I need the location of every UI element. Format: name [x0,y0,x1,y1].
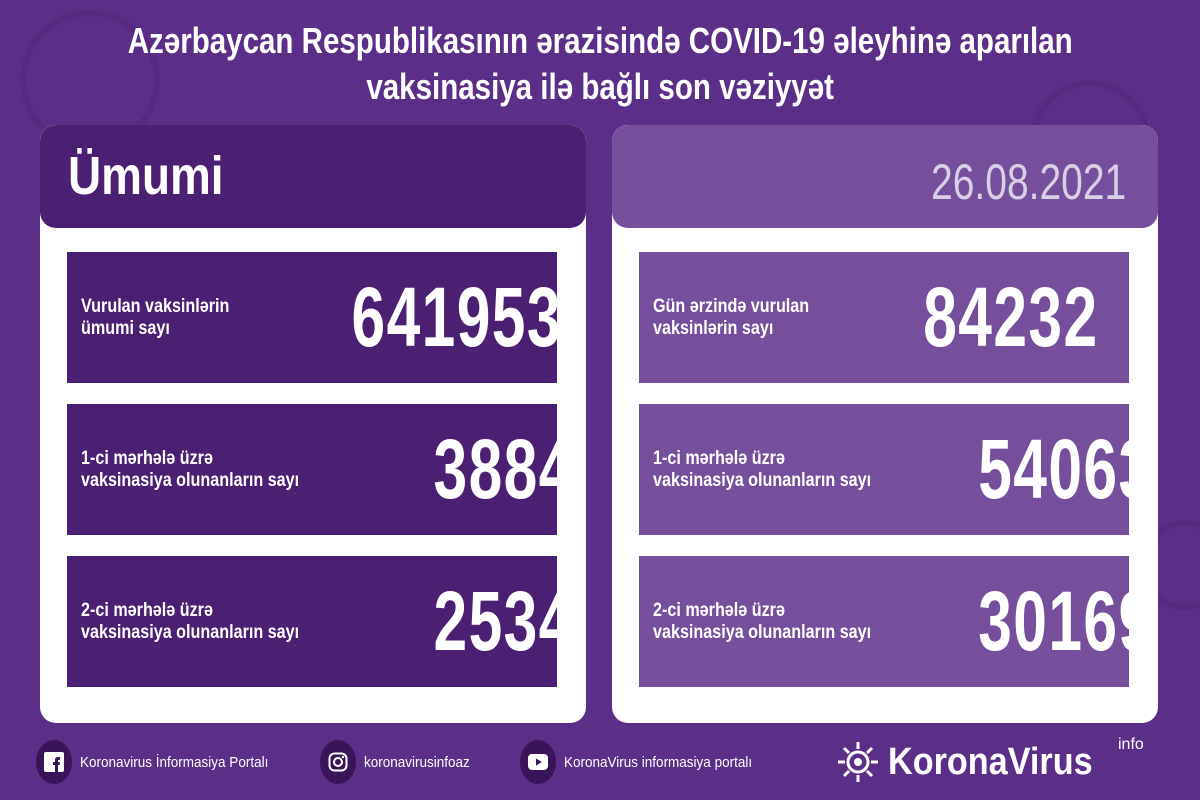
instagram-icon [320,740,356,784]
stat-value: 3884713 [433,422,586,516]
panel-title: Ümumi [68,146,224,206]
virus-logo-icon [838,742,878,782]
koronavirus-logo: KoronaVirus info [836,736,1144,784]
stat-label: 1-ci mərhələ üzrə vaksinasiya olunanların… [653,447,872,491]
stat-label: 1-ci mərhələ üzrə vaksinasiya olunanların… [81,447,300,491]
stat-label: Gün ərzində vurulan vaksinlərin sayı [653,295,810,339]
facebook-link[interactable]: Koronavirus İnformasiya Portalı [36,740,289,784]
title-line-1: Azərbaycan Respublikasının ərazisində CO… [127,20,1073,61]
stat-box: Gün ərzində vurulan vaksinlərin sayı 84232 [639,252,1129,383]
daily-panel: 26.08.2021 Gün ərzində vurulan vaksinləri… [612,125,1158,723]
stat-box: 1-ci mərhələ üzrə vaksinasiya olunanların… [639,404,1152,535]
date-label: 26.08.2021 [930,154,1126,210]
youtube-link[interactable]: KoronaVirus informasiya portalı [520,740,773,784]
panel-header: 26.08.2021 [612,125,1158,228]
stat-box: 1-ci mərhələ üzrə vaksinasiya olunanların… [67,404,586,535]
stat-label: 2-ci mərhələ üzrə vaksinasiya olunanların… [653,599,872,643]
stat-label: Vurulan vaksinlərin ümumi sayı [81,295,230,339]
stat-value: 84232 [923,270,1099,364]
youtube-icon [520,740,556,784]
stat-value: 2534824 [433,574,586,668]
instagram-link[interactable]: koronavirusinfoaz [320,740,482,784]
stat-value: 30169 [977,574,1154,668]
stat-value: 54063 [977,422,1154,516]
stat-value: 6419537 [351,270,586,364]
stat-label: 2-ci mərhələ üzrə vaksinasiya olunanların… [81,599,300,643]
stat-box: 2-ci mərhələ üzrə vaksinasiya olunanların… [67,556,586,687]
title-line-2: vaksinasiya ilə bağlı son vəziyyət [366,66,834,107]
stat-box: Vurulan vaksinlərin ümumi sayı 6419537 [67,252,586,383]
panel-header: Ümumi [40,125,586,228]
page-title: Azərbaycan Respublikasının ərazisində CO… [0,18,1200,110]
footer: Koronavirus İnformasiya Portalı koronavi… [0,736,1200,784]
total-panel: Ümumi Vurulan vaksinlərin ümumi sayı 64195… [40,125,586,723]
facebook-icon [36,740,72,784]
stat-box: 2-ci mərhələ üzrə vaksinasiya olunanların… [639,556,1152,687]
